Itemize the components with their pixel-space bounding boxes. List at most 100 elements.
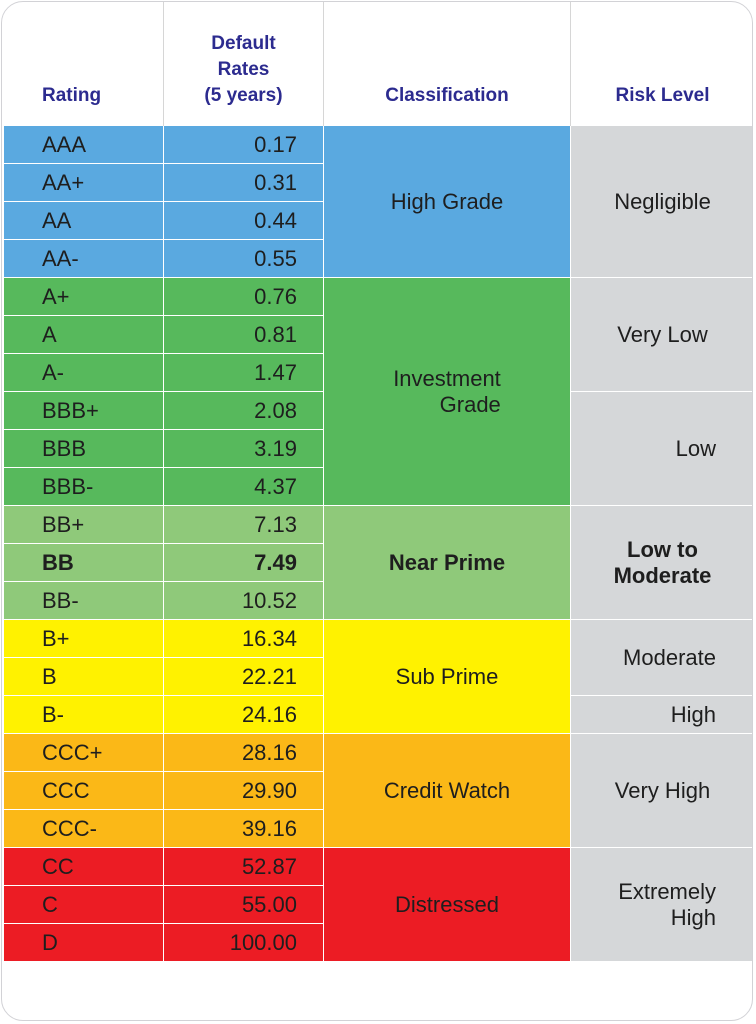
- risk-level-line1: Extremely: [618, 878, 716, 904]
- rating-cell: CCC-: [4, 810, 164, 848]
- default-rate-cell: 0.81: [164, 316, 324, 354]
- default-rate-cell: 1.47: [164, 354, 324, 392]
- risk-level-line2: High: [670, 904, 716, 930]
- header-rating-label: Rating: [42, 85, 102, 106]
- header-rates-line2: Rates: [217, 59, 270, 80]
- default-rate-cell: 0.76: [164, 278, 324, 316]
- risk-level-line1: Low to: [627, 536, 698, 562]
- risk-level-label: Very High: [615, 778, 710, 804]
- risk-level-label: Negligible: [614, 189, 711, 215]
- classification-label: High Grade: [391, 189, 504, 215]
- default-rate-cell: 16.34: [164, 620, 324, 658]
- header-rates-line1: Default: [211, 33, 276, 54]
- classification-label: Distressed: [395, 892, 499, 918]
- risk-level-label: Very Low: [617, 322, 708, 348]
- rating-cell: A: [4, 316, 164, 354]
- risk-level-line1: High: [670, 701, 716, 727]
- classification-line1: High Grade: [390, 188, 504, 214]
- default-rate-cell: 39.16: [164, 810, 324, 848]
- header-default-rates: Default Rates (5 years): [164, 2, 324, 126]
- default-rate-cell: 22.21: [164, 658, 324, 696]
- classification-label: Investment Grade: [393, 366, 501, 418]
- default-rate-cell: 52.87: [164, 848, 324, 886]
- risk-level-cell: Low to Moderate: [571, 506, 752, 620]
- header-rates-line3: (5 years): [204, 85, 283, 106]
- rating-table: Rating Default Rates (5 years) Classific…: [4, 2, 752, 962]
- risk-level-label: Low to Moderate: [614, 537, 712, 589]
- risk-level-line2: Moderate: [613, 562, 712, 588]
- default-rate-cell: 28.16: [164, 734, 324, 772]
- header-rating: Rating: [4, 2, 164, 126]
- risk-level-label: Low: [676, 436, 716, 462]
- header-risk-label: Risk Level: [615, 85, 710, 106]
- rating-cell: A+: [4, 278, 164, 316]
- rating-cell: B+: [4, 620, 164, 658]
- rating-cell: BBB-: [4, 468, 164, 506]
- rating-cell: CCC: [4, 772, 164, 810]
- risk-level-line1: Very High: [614, 777, 711, 803]
- risk-level-line1: Moderate: [623, 644, 716, 670]
- risk-level-cell: Very Low: [571, 278, 752, 392]
- default-rate-cell: 2.08: [164, 392, 324, 430]
- risk-level-label: Extremely High: [618, 879, 716, 931]
- risk-level-cell: Negligible: [571, 126, 752, 278]
- rating-cell: AAA: [4, 126, 164, 164]
- risk-level-cell: Very High: [571, 734, 752, 848]
- classification-cell: Credit Watch: [324, 734, 571, 848]
- classification-label: Credit Watch: [384, 778, 510, 804]
- header-classification-label: Classification: [385, 85, 509, 106]
- default-rate-cell: 0.55: [164, 240, 324, 278]
- classification-cell: High Grade: [324, 126, 571, 278]
- risk-level-line1: Low: [675, 435, 716, 461]
- rating-cell: B-: [4, 696, 164, 734]
- default-rate-cell: 55.00: [164, 886, 324, 924]
- classification-line2: Grade: [439, 391, 501, 417]
- risk-level-label: High: [671, 702, 716, 728]
- rating-cell: CC: [4, 848, 164, 886]
- classification-cell: Investment Grade: [324, 278, 571, 506]
- risk-level-label: Moderate: [623, 645, 716, 671]
- classification-line1: Investment: [393, 365, 501, 391]
- rating-cell: CCC+: [4, 734, 164, 772]
- classification-line1: Sub Prime: [395, 663, 499, 689]
- classification-cell: Sub Prime: [324, 620, 571, 734]
- header-default-rates-label: Default Rates (5 years): [204, 31, 282, 109]
- risk-level-cell: Moderate: [571, 620, 752, 696]
- rating-cell: C: [4, 886, 164, 924]
- default-rate-cell: 29.90: [164, 772, 324, 810]
- default-rate-cell: 0.17: [164, 126, 324, 164]
- classification-line1: Near Prime: [388, 549, 506, 575]
- default-rate-cell: 0.31: [164, 164, 324, 202]
- default-rate-cell: 10.52: [164, 582, 324, 620]
- rating-cell: BB-: [4, 582, 164, 620]
- default-rate-cell: 7.49: [164, 544, 324, 582]
- header-classification: Classification: [324, 2, 571, 126]
- classification-line1: Credit Watch: [383, 777, 511, 803]
- classification-label: Sub Prime: [396, 664, 499, 690]
- rating-cell: A-: [4, 354, 164, 392]
- risk-level-cell: Low: [571, 392, 752, 506]
- risk-level-line1: Negligible: [614, 188, 711, 214]
- default-rate-cell: 100.00: [164, 924, 324, 962]
- default-rate-cell: 3.19: [164, 430, 324, 468]
- risk-level-cell: Extremely High: [571, 848, 752, 962]
- rating-cell: BB+: [4, 506, 164, 544]
- classification-cell: Distressed: [324, 848, 571, 962]
- classification-label: Near Prime: [389, 550, 505, 576]
- header-risk-level: Risk Level: [571, 2, 752, 126]
- default-rate-cell: 4.37: [164, 468, 324, 506]
- rating-cell: AA-: [4, 240, 164, 278]
- default-rate-cell: 24.16: [164, 696, 324, 734]
- classification-cell: Near Prime: [324, 506, 571, 620]
- rating-cell: B: [4, 658, 164, 696]
- rating-cell: D: [4, 924, 164, 962]
- default-rate-cell: 7.13: [164, 506, 324, 544]
- rating-cell: BBB: [4, 430, 164, 468]
- rating-cell: BB: [4, 544, 164, 582]
- classification-line1: Distressed: [395, 891, 499, 917]
- default-rate-cell: 0.44: [164, 202, 324, 240]
- risk-level-cell: High: [571, 696, 752, 734]
- risk-level-line1: Very Low: [617, 321, 708, 347]
- rating-cell: BBB+: [4, 392, 164, 430]
